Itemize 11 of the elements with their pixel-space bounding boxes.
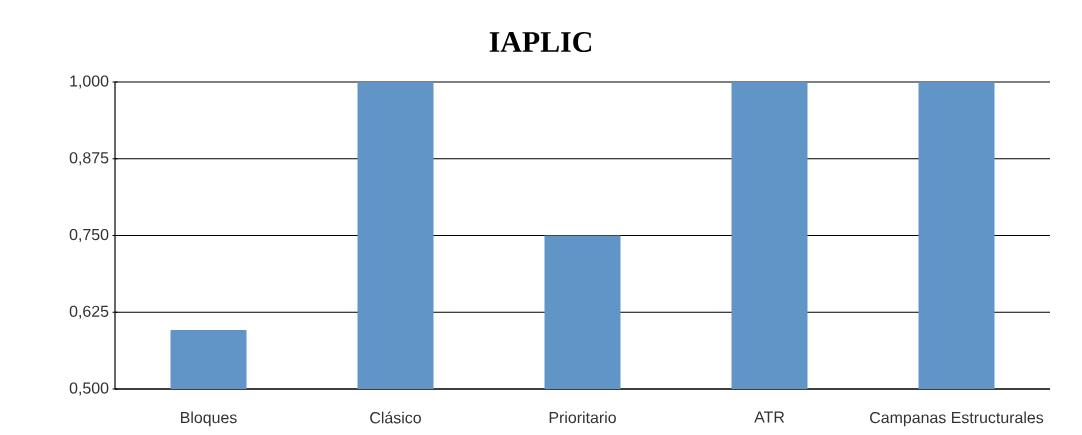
x-tick-label: ATR [754,411,785,423]
x-tick-label: Prioritario [549,411,616,424]
x-tick-label: Campanas Estructurales [870,411,1044,427]
y-tick-label: 1,000 [70,75,109,89]
chart-title: IAPLIC [489,31,592,53]
x-tick-label: Bloques [181,411,237,427]
y-tick-label: 0,750 [69,228,109,243]
y-tick-label: 0,875 [69,152,109,166]
y-tick-label: 0,500 [69,382,109,396]
x-tick-label: Clásico [370,411,421,424]
y-tick-label: 0,625 [69,305,109,319]
